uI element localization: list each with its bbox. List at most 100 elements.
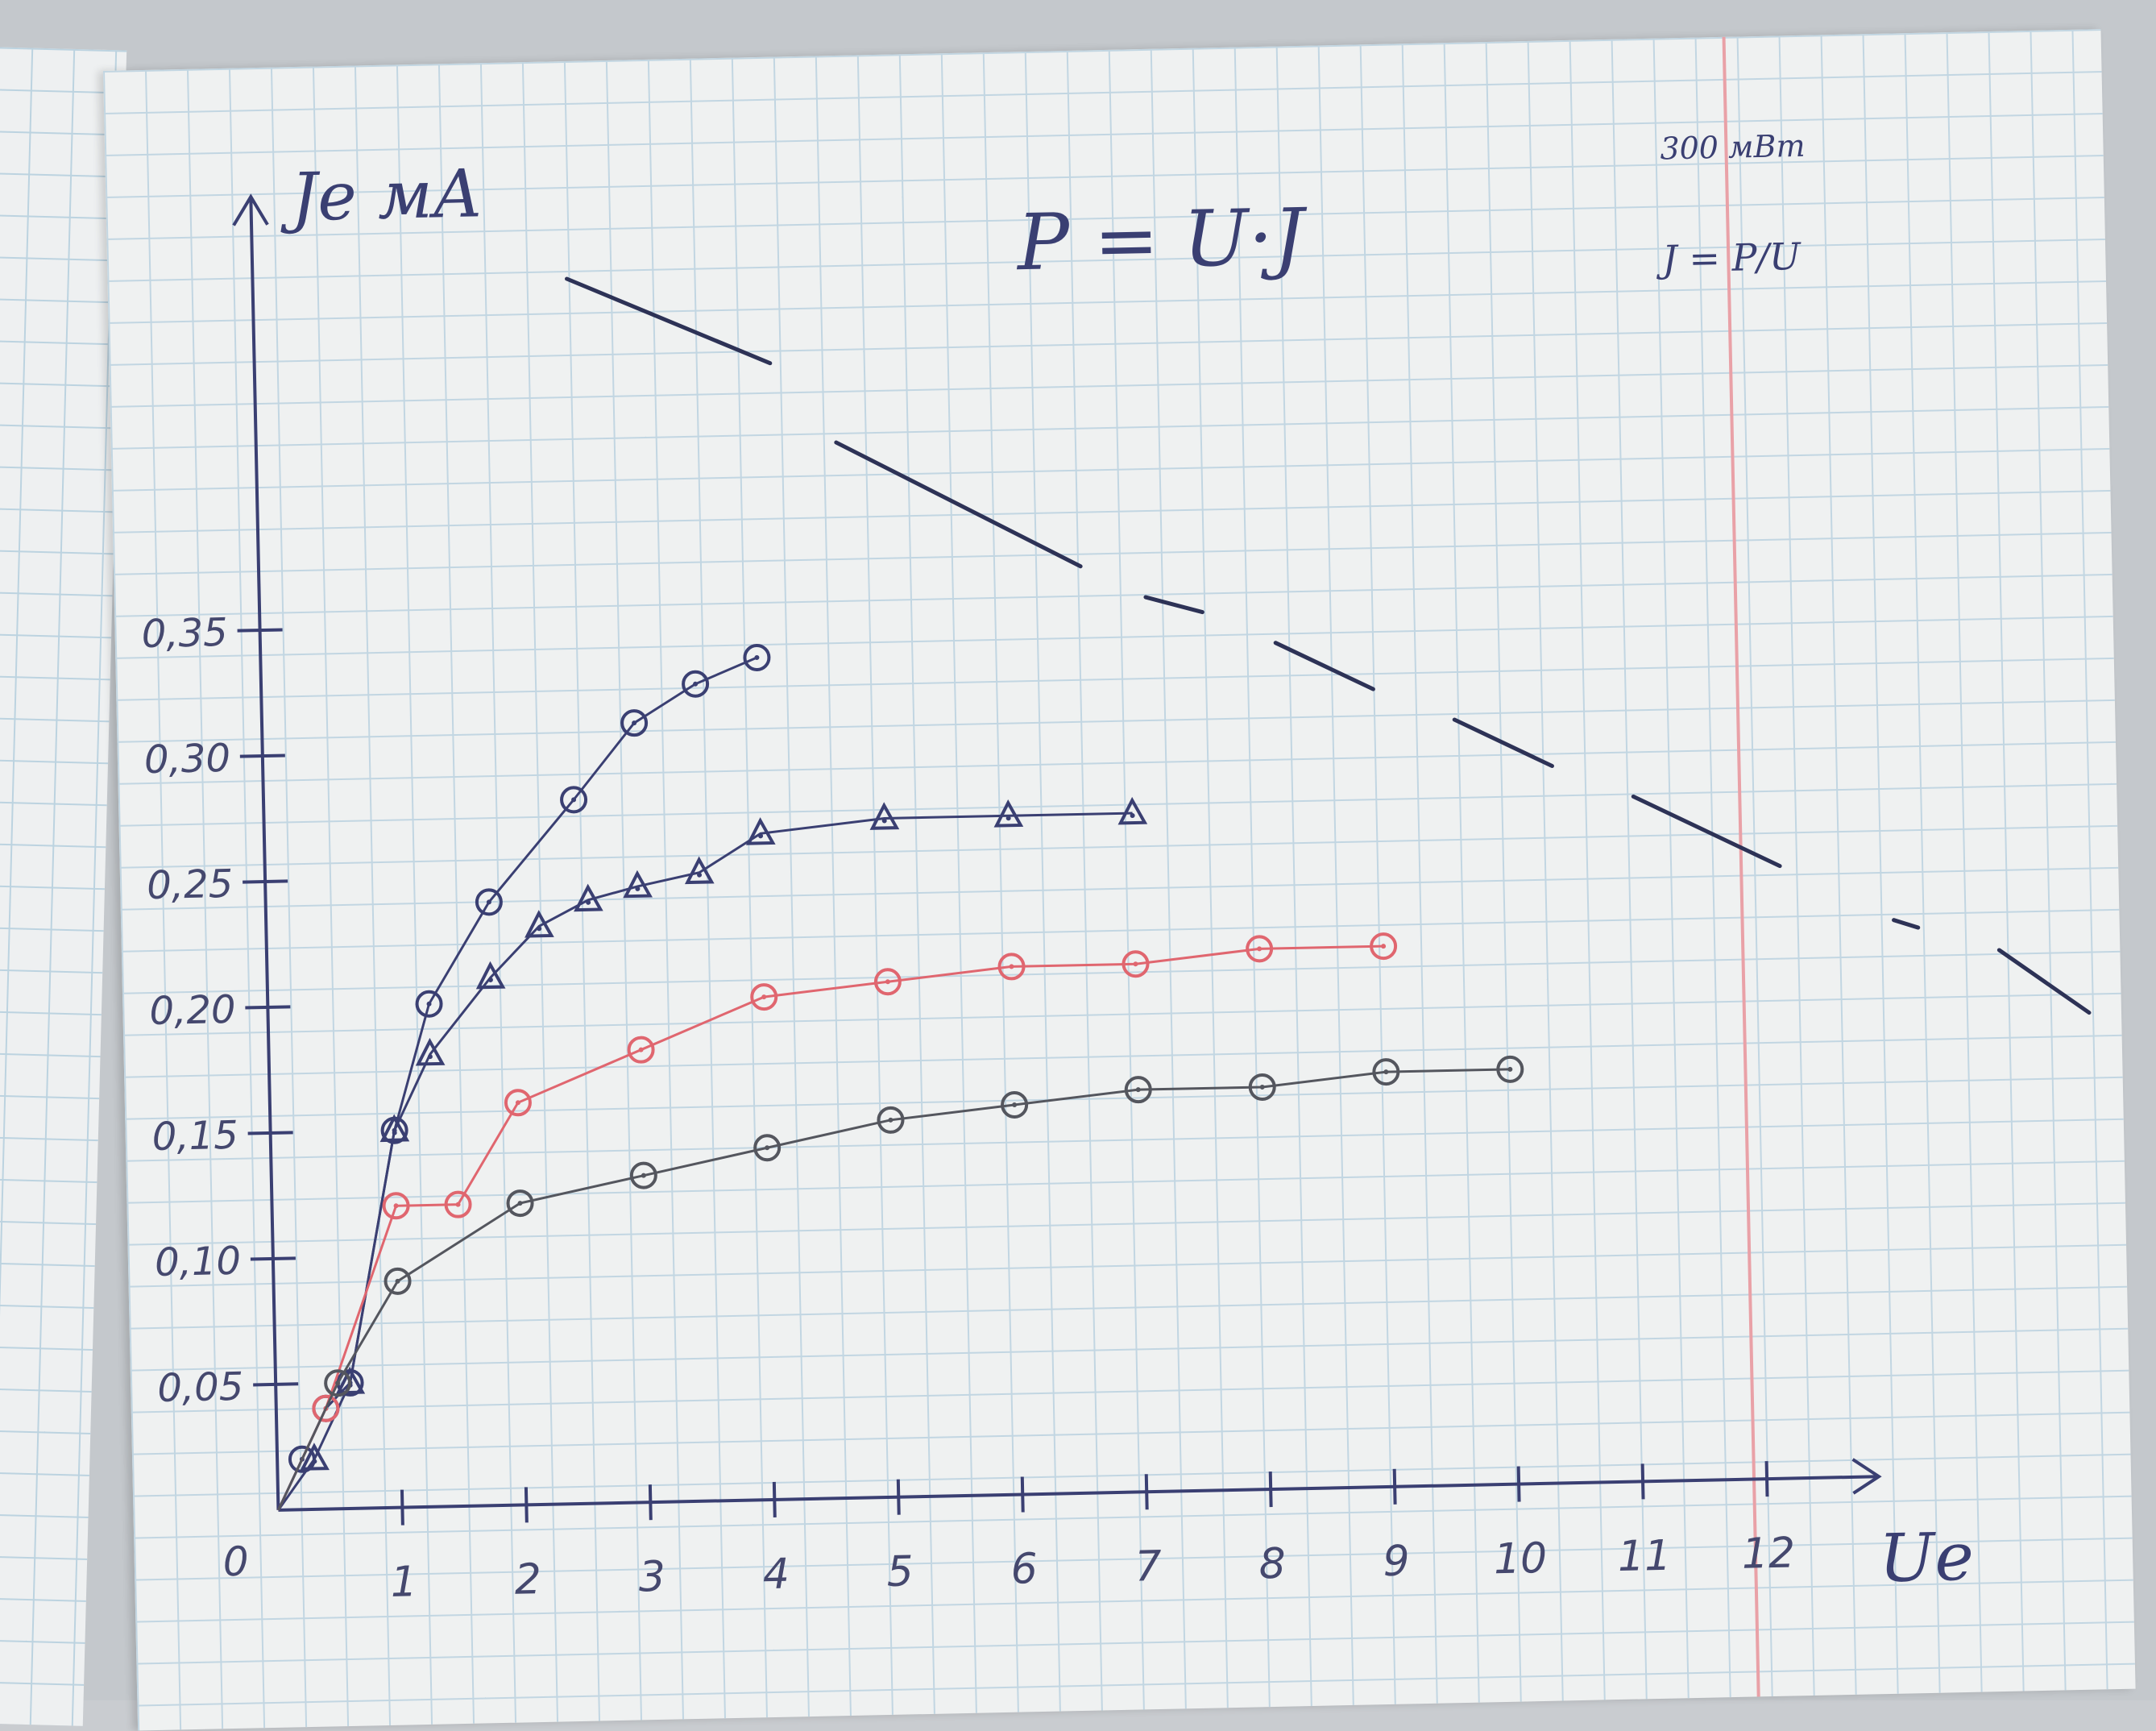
data-point [312,1394,340,1422]
series-1 [277,796,1148,1511]
x-tick-label: 5 [886,1547,914,1596]
data-point-dot [392,1130,397,1135]
data-point-dot [697,872,703,878]
y-tick-label: 0,15 [151,1113,238,1160]
x-tick-label: 7 [1134,1542,1162,1592]
x-tick-label: 10 [1493,1534,1547,1584]
data-point [1001,1090,1029,1119]
formula-annotation: P = U·J [1015,192,1309,288]
axes-group [232,193,1882,1526]
data-point-dot [765,1145,770,1151]
x-tick-label: 1 [390,1558,417,1607]
data-point [324,1369,352,1397]
data-point [475,961,506,990]
data-point [300,1442,330,1471]
x-tick-mark [1516,1466,1521,1502]
data-point-dot [455,1202,461,1207]
data-point [335,1366,366,1395]
data-point-dot [1259,1084,1265,1090]
data-point [444,1190,472,1218]
data-point [1496,1055,1524,1083]
data-point [1124,1076,1152,1104]
data-point [415,1037,446,1066]
data-point-dot [1381,944,1387,949]
data-point-dot [517,1201,523,1206]
series-2 [277,932,1398,1511]
y-axis-title: Je мА [279,156,483,236]
data-point-dot [486,899,491,905]
data-point [743,643,771,671]
y-tick-label: 0,25 [147,861,234,908]
data-point-dot [515,1100,520,1106]
data-point-dot [1383,1069,1389,1075]
x-tick-label: 3 [638,1553,665,1602]
x-tick-mark [1144,1474,1149,1510]
data-point [745,817,776,845]
x-axis [278,1475,1878,1512]
x-tick-mark [1764,1461,1769,1497]
x-axis-arrow [1851,1458,1882,1495]
series-group [277,643,1524,1511]
data-point-dot [586,899,591,905]
y-tick-label: 0,35 [141,610,228,657]
data-point-dot [693,681,699,687]
data-point [574,883,603,912]
y-tick-mark [237,628,283,633]
data-point-dot [395,1278,400,1284]
data-point [873,968,902,996]
x-tick-label: 2 [514,1555,541,1604]
data-point-dot [537,926,542,932]
data-point-dot [427,1054,433,1060]
data-point-dot [754,654,760,660]
data-point-dot [758,833,764,839]
series-3 [277,1055,1524,1511]
data-point [682,670,710,698]
data-point [620,709,649,737]
series-line [277,1068,1511,1511]
x-tick-mark [772,1481,777,1517]
graph-paper-sheet: 1 2 3 4 5 6 7 8 9 10 11 12 0,05 0,10 0,15 0,20 0,25 0,30 0… [103,29,2136,1731]
data-point-dot [1009,964,1014,969]
data-point [750,983,778,1011]
series-line [277,812,1133,1511]
data-point [877,1106,905,1134]
data-point [382,1192,410,1220]
data-point [475,888,503,916]
data-point [1246,935,1274,963]
data-point-dot [885,979,890,985]
x-tick-label: 11 [1617,1532,1671,1581]
data-point [560,786,588,814]
data-point-dot [487,977,493,982]
y-axis [249,197,280,1510]
data-point-dot [1507,1066,1513,1072]
data-point-dot [1130,813,1135,819]
data-point-dot [888,1117,893,1123]
data-point [415,990,443,1018]
x-tick-label: 8 [1258,1540,1286,1589]
x-tick-label: 6 [1010,1545,1038,1594]
data-point-dot [761,994,767,1000]
x-tick-mark [1020,1476,1025,1513]
data-point [997,953,1026,981]
data-point-dot [426,1001,432,1007]
origin-label: 0 [222,1538,249,1586]
data-point [684,856,715,885]
data-point [623,870,653,899]
data-point [1370,932,1398,961]
data-point-dot [1133,961,1138,967]
x-tick-mark [524,1487,529,1523]
y-tick-label: 0,10 [155,1239,242,1285]
data-point [627,1036,655,1064]
data-point [1117,796,1148,825]
x-tick-mark [896,1479,901,1515]
data-point-dot [1012,1102,1018,1107]
data-point [524,910,554,938]
x-axis-title: Ue [1878,1519,1975,1597]
data-point [1248,1073,1276,1101]
data-point-dot [1135,1087,1141,1093]
data-point [379,1114,410,1143]
x-tick-label: 9 [1383,1537,1410,1586]
data-point [753,1134,782,1162]
data-point [869,802,900,830]
y-tick-label: 0,20 [149,987,236,1034]
